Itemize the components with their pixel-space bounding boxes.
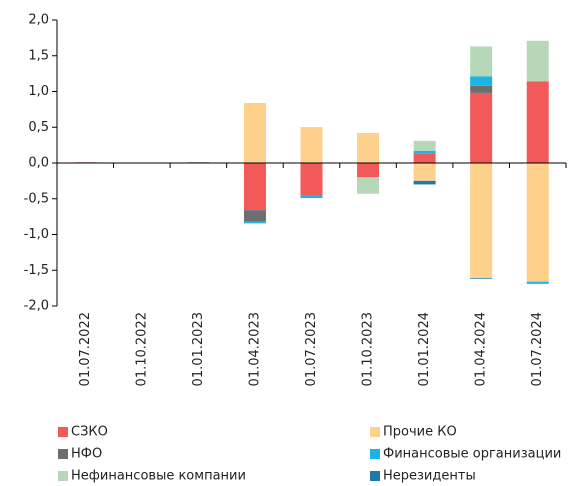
legend-label: Прочие КО <box>383 425 457 440</box>
x-tick-label: 01.07.2023 <box>304 312 319 386</box>
x-tick-label: 01.07.2024 <box>530 312 545 386</box>
bar-segment <box>300 127 323 128</box>
legend-swatch <box>58 427 68 437</box>
x-tick-label: 01.04.2023 <box>247 312 262 386</box>
bar-segment <box>526 81 549 163</box>
bar-segment <box>243 210 266 222</box>
legend-swatch <box>370 449 380 459</box>
y-tick-label: -1,0 <box>24 227 49 242</box>
bar-segment <box>300 127 323 163</box>
y-tick-label: 2,0 <box>28 13 49 28</box>
bar-segment <box>470 85 493 93</box>
y-tick-label: -2,0 <box>24 299 49 314</box>
bar-segment <box>300 163 323 196</box>
y-tick-label: 0,0 <box>28 156 49 171</box>
legend-label: НФО <box>71 447 102 462</box>
bar-segment <box>526 40 549 82</box>
bar-segment <box>413 150 436 154</box>
bar-segment <box>357 177 380 194</box>
bar-segment <box>243 221 266 224</box>
bar-segment <box>413 140 436 151</box>
y-tick-label: -1,5 <box>24 263 49 278</box>
bar-segment <box>413 180 436 185</box>
bar-segment <box>470 92 493 163</box>
y-tick-label: 1,5 <box>28 48 49 63</box>
bar-segment <box>470 76 493 86</box>
x-tick-label: 01.01.2023 <box>191 312 206 386</box>
x-tick-label: 01.04.2024 <box>474 312 489 386</box>
bar-segment <box>413 153 436 163</box>
bar-segment <box>300 195 323 199</box>
bar-segment <box>470 46 493 77</box>
bar-segment <box>526 281 549 284</box>
x-tick-label: 01.01.2024 <box>417 312 432 386</box>
x-tick-label: 01.10.2023 <box>361 312 376 386</box>
legend-label: Нефинансовые компании <box>71 469 246 484</box>
bar-segment <box>526 163 549 282</box>
legend-swatch <box>370 427 380 437</box>
x-tick-label: 01.10.2022 <box>134 312 149 386</box>
y-tick-label: 1,0 <box>28 84 49 99</box>
bar-segment <box>413 163 436 181</box>
y-tick-label: -0,5 <box>24 191 49 206</box>
bar-segment <box>470 163 493 279</box>
legend-label: Нерезиденты <box>383 469 476 484</box>
y-tick-label: 0,5 <box>28 120 49 135</box>
bar-segment <box>243 163 266 211</box>
legend-swatch <box>370 471 380 481</box>
legend-swatch <box>58 471 68 481</box>
bar-segment <box>243 102 266 163</box>
bar-segment <box>470 278 493 279</box>
x-tick-label: 01.07.2022 <box>78 312 93 386</box>
legend-label: СЗКО <box>71 425 108 440</box>
bar-segment <box>357 163 380 178</box>
legend-label: Финансовые организации <box>383 447 561 462</box>
bar-segment <box>357 132 380 163</box>
legend-swatch <box>58 449 68 459</box>
bar-segment <box>243 223 266 224</box>
